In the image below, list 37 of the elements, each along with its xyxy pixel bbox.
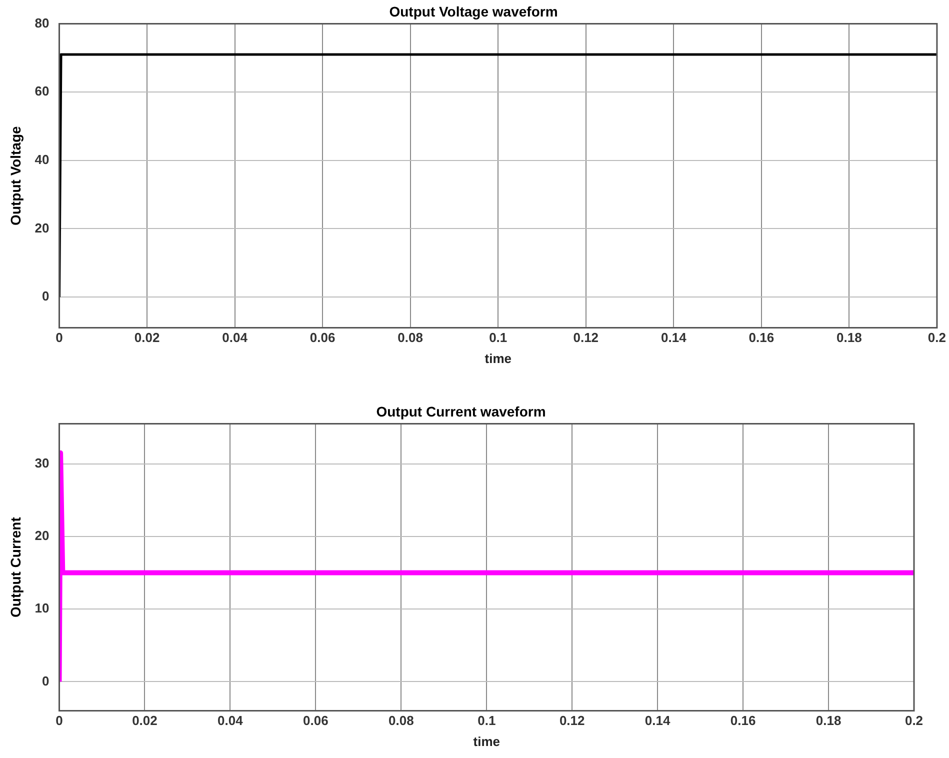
x-tick-label: 0.2 (928, 330, 946, 346)
y-tick-label: 10 (34, 600, 50, 616)
x-tick-label: 0.08 (388, 713, 414, 728)
x-axis-title: time (484, 350, 512, 366)
x-tick-label: 0.02 (134, 330, 160, 346)
y-tick-label: 30 (34, 455, 50, 470)
y-axis-title: Output Current (7, 516, 24, 618)
x-tick-label: 0.1 (489, 330, 508, 346)
x-tick-label: 0.02 (132, 713, 158, 728)
x-tick-label: 0.06 (310, 330, 336, 346)
y-tick-label: 20 (34, 528, 50, 543)
y-tick-label: 60 (34, 84, 50, 99)
x-tick-label: 0.04 (222, 330, 248, 346)
y-tick-label: 0 (42, 288, 50, 304)
x-tick-label: 0.16 (748, 330, 774, 346)
y-tick-label: 40 (34, 152, 50, 168)
y-axis-title: Output Voltage (7, 126, 24, 226)
y-tick-label: 80 (34, 15, 50, 30)
x-tick-label: 0.1 (478, 713, 496, 728)
chart-title: Output Voltage waveform (389, 3, 558, 20)
x-axis-title: time (473, 734, 500, 749)
x-tick-label: 0.12 (573, 330, 599, 346)
x-tick-label: 0 (56, 713, 63, 728)
y-tick-label: 0 (42, 673, 50, 688)
x-tick-label: 0.14 (660, 330, 688, 346)
x-tick-label: 0.06 (303, 713, 328, 728)
x-tick-label: 0.04 (218, 713, 244, 728)
x-tick-label: 0.18 (816, 713, 842, 728)
x-tick-label: 0 (56, 330, 63, 346)
x-tick-label: 0.08 (398, 330, 423, 346)
x-tick-label: 0.2 (904, 713, 924, 728)
x-tick-label: 0.14 (644, 713, 671, 728)
chart-title: Output Current waveform (376, 403, 546, 420)
x-tick-label: 0.12 (559, 713, 585, 728)
x-tick-label: 0.16 (730, 713, 756, 728)
x-tick-label: 0.18 (836, 330, 862, 346)
y-tick-label: 20 (34, 220, 50, 236)
